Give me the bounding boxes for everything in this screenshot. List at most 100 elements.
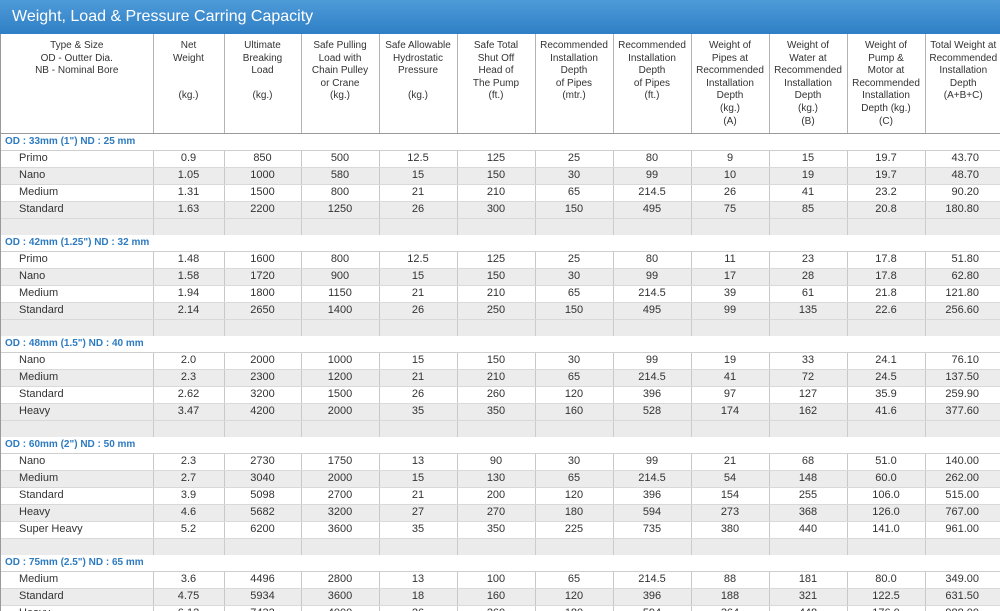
value-cell: 2000	[300, 470, 379, 488]
value-cell: 988.00	[924, 605, 1000, 611]
column-header: Safe Total Shut Off Head of The Pump (ft…	[456, 34, 535, 134]
value-cell: 51.0	[846, 453, 925, 471]
value-cell: 6.12	[152, 605, 224, 611]
value-cell: 99	[612, 268, 691, 286]
section-label: OD : 60mm (2") ND : 50 mm	[1, 436, 1000, 454]
row-type-cell: Nano	[1, 453, 153, 471]
value-cell: 300	[456, 201, 535, 219]
column-header: Weight of Pipes at Recommended Installat…	[690, 34, 769, 134]
value-cell: 15	[378, 268, 457, 286]
table-row: Nano 2.0 2000 1000 15 150 30 99 19 33 24.1 76.10	[1, 352, 1000, 370]
spacer-cell	[846, 218, 925, 235]
value-cell: 2200	[223, 201, 301, 219]
value-cell: 200	[456, 487, 535, 505]
spacer-cell	[223, 319, 301, 336]
value-cell: 30	[534, 268, 613, 286]
value-cell: 85	[768, 201, 847, 219]
value-cell: 961.00	[924, 521, 1000, 539]
value-cell: 210	[456, 369, 535, 387]
section-header-row: OD : 42mm (1.25") ND : 32 mm	[1, 234, 1000, 252]
value-cell: 130	[456, 470, 535, 488]
value-cell: 17.8	[846, 251, 925, 269]
value-cell: 210	[456, 184, 535, 202]
value-cell: 26	[378, 605, 457, 611]
column-header-unit: (kg.)	[252, 90, 273, 102]
value-cell: 30	[534, 453, 613, 471]
value-cell: 1400	[300, 302, 379, 320]
value-cell: 176.0	[846, 605, 925, 611]
row-type-cell: Medium	[1, 571, 153, 589]
value-cell: 3.6	[152, 571, 224, 589]
spacer-cell	[690, 319, 769, 336]
value-cell: 23	[768, 251, 847, 269]
value-cell: 1750	[300, 453, 379, 471]
table-row: Heavy 4.6 5682 3200 27 270 180 594 273 368 126.0 76…	[1, 504, 1000, 522]
value-cell: 1.31	[152, 184, 224, 202]
value-cell: 19.7	[846, 150, 925, 168]
value-cell: 1.94	[152, 285, 224, 303]
row-type-cell: Standard	[1, 386, 153, 404]
column-header: Ultimate Breaking Load (kg.)	[223, 34, 301, 134]
value-cell: 137.50	[924, 369, 1000, 387]
value-cell: 35.9	[846, 386, 925, 404]
spacer-cell	[690, 218, 769, 235]
value-cell: 33	[768, 352, 847, 370]
section-spacer	[1, 538, 1000, 555]
value-cell: 19	[690, 352, 769, 370]
value-cell: 148	[768, 470, 847, 488]
value-cell: 120	[534, 588, 613, 606]
value-cell: 1250	[300, 201, 379, 219]
value-cell: 1500	[300, 386, 379, 404]
value-cell: 2.3	[152, 453, 224, 471]
spacer-cell	[612, 218, 691, 235]
value-cell: 180.80	[924, 201, 1000, 219]
value-cell: 10	[690, 167, 769, 185]
value-cell: 80	[612, 150, 691, 168]
column-header-title: Weight of Pump & Motor at Recommended In…	[852, 40, 920, 102]
column-header: Safe Allowable Hydrostatic Pressure (kg.…	[378, 34, 457, 134]
value-cell: 4200	[223, 403, 301, 421]
column-header-unit: Depth (kg.) (C)	[861, 102, 911, 127]
value-cell: 140.00	[924, 453, 1000, 471]
table-row: Standard 1.63 2200 1250 26 300 150 495 75 85 20.8 1…	[1, 201, 1000, 219]
value-cell: 580	[300, 167, 379, 185]
column-header-title: Recommended Installation Depth of Pipes	[618, 40, 686, 89]
value-cell: 90	[456, 453, 535, 471]
value-cell: 13	[378, 571, 457, 589]
spacer-cell	[1, 538, 153, 555]
column-header: Weight of Pump & Motor at Recommended In…	[846, 34, 925, 134]
value-cell: 24.5	[846, 369, 925, 387]
table-row: Nano 1.58 1720 900 15 150 30 99 17 28 17.8 62.80	[1, 268, 1000, 286]
table-row: Heavy6.127432400026260180594364448176.09…	[1, 605, 1000, 611]
value-cell: 127	[768, 386, 847, 404]
value-cell: 17	[690, 268, 769, 286]
spacer-cell	[456, 218, 535, 235]
row-type-cell: Nano	[1, 167, 153, 185]
column-header: Recommended Installation Depth of Pipes …	[612, 34, 691, 134]
value-cell: 22.6	[846, 302, 925, 320]
spacer-cell	[924, 218, 1000, 235]
spacer-cell	[924, 420, 1000, 437]
value-cell: 26	[378, 201, 457, 219]
value-cell: 15	[378, 470, 457, 488]
value-cell: 150	[456, 268, 535, 286]
value-cell: 26	[690, 184, 769, 202]
value-cell: 225	[534, 521, 613, 539]
column-header-unit: (kg.)	[408, 90, 428, 102]
row-type-cell: Standard	[1, 588, 153, 606]
table-row: Super Heavy 5.2 6200 3600 35 350 225 735 380 440 1…	[1, 521, 1000, 539]
value-cell: 1720	[223, 268, 301, 286]
row-type-cell: Primo	[1, 150, 153, 168]
value-cell: 321	[768, 588, 847, 606]
value-cell: 80	[612, 251, 691, 269]
value-cell: 594	[612, 605, 691, 611]
column-header: Weight of Water at Recommended Installat…	[768, 34, 847, 134]
spacer-cell	[152, 420, 224, 437]
column-header-unit: (kg.)	[330, 90, 350, 102]
spacer-cell	[300, 420, 379, 437]
value-cell: 350	[456, 403, 535, 421]
value-cell: 41.6	[846, 403, 925, 421]
spacer-cell	[768, 420, 847, 437]
value-cell: 3600	[300, 588, 379, 606]
spacer-cell	[378, 218, 457, 235]
